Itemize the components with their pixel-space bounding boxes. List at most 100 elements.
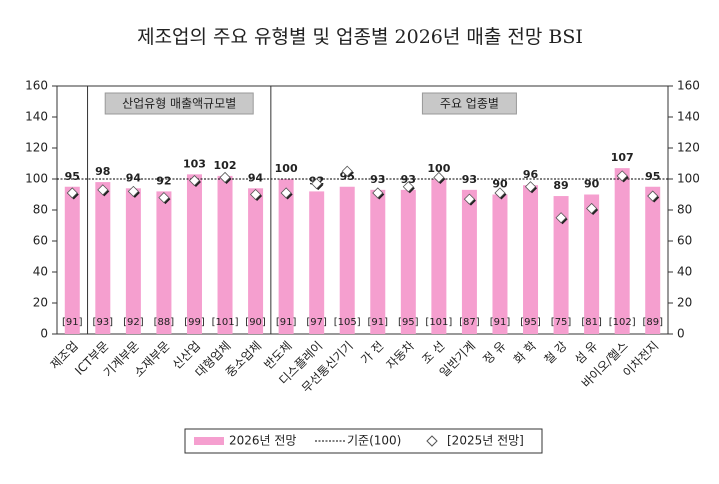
- bar: [614, 168, 630, 334]
- y-tick-label: 140: [25, 110, 48, 124]
- bracket-label: [93]: [93, 317, 114, 328]
- bar-value-label: 93: [401, 173, 416, 186]
- diamond-marker: [494, 187, 506, 199]
- bar-value-label: 92: [156, 174, 171, 187]
- bar: [125, 188, 141, 334]
- diamond-marker: [158, 192, 170, 204]
- diamond-marker: [66, 187, 78, 199]
- bracket-label: [102]: [609, 317, 636, 328]
- diamond-marker: [616, 170, 628, 182]
- group-label-box: [104, 92, 254, 115]
- diamond-marker: [97, 184, 109, 196]
- bar: [64, 186, 80, 334]
- legend-box: [184, 428, 543, 454]
- diamond-marker: [219, 171, 231, 184]
- legend-label: [2025년 전망]: [447, 434, 524, 448]
- group-label-box: [421, 92, 517, 115]
- y-tick-label: 40: [33, 265, 48, 279]
- diamond-marker: [250, 188, 262, 201]
- bracket-label: [95]: [520, 317, 541, 328]
- diamond-marker: [311, 178, 323, 190]
- chart-title: 제조업의 주요 유형별 및 업종별 2026년 매출 전망 BSI: [137, 26, 583, 48]
- x-tick-label: 정 유: [480, 339, 508, 367]
- bar: [645, 186, 661, 334]
- bar-value-label: 93: [462, 173, 477, 186]
- bar: [492, 194, 508, 334]
- diamond-marker: [524, 181, 537, 193]
- bracket-label: [101]: [212, 317, 239, 328]
- y-tick-label: 160: [25, 79, 48, 93]
- bar: [431, 179, 447, 334]
- x-tick-label: 가 전: [358, 339, 386, 367]
- diamond-marker: [280, 187, 292, 199]
- bar: [461, 189, 477, 334]
- diamond-marker: [647, 190, 659, 202]
- y2-tick-label: 0: [677, 327, 685, 341]
- bar-value-label: 102: [214, 159, 237, 172]
- legend-label: 기준(100): [347, 434, 401, 448]
- legend-diamond: [426, 435, 438, 447]
- y2-tick-label: 120: [677, 141, 700, 155]
- bracket-label: [105]: [334, 317, 361, 328]
- group-label: 산업유형 매출액규모별: [122, 97, 236, 111]
- bracket-label: [91]: [490, 317, 511, 328]
- bar-value-label: 103: [183, 157, 206, 170]
- diamond-marker: [127, 185, 139, 197]
- diamond-marker: [372, 187, 384, 199]
- bracket-label: [91]: [276, 317, 297, 328]
- bar-value-label: 100: [275, 162, 298, 175]
- bar: [278, 179, 294, 334]
- diamond-marker: [433, 171, 445, 184]
- diamond-marker: [463, 193, 475, 205]
- bar: [186, 174, 202, 334]
- bar: [156, 191, 172, 334]
- bracket-label: [91]: [368, 317, 389, 328]
- y-tick-label: 120: [25, 141, 48, 155]
- x-tick-label: 자동차: [384, 339, 417, 372]
- bar-value-label: 93: [370, 173, 385, 186]
- bar: [95, 182, 111, 334]
- group-label: 주요 업종별: [440, 97, 499, 111]
- bracket-label: [92]: [123, 317, 144, 328]
- y-tick-label: 80: [33, 203, 48, 217]
- bar-value-label: 94: [126, 171, 142, 184]
- bracket-label: [87]: [459, 317, 480, 328]
- diamond-marker: [555, 212, 567, 224]
- bar: [309, 191, 325, 334]
- bar: [248, 188, 264, 334]
- y-tick-label: 100: [25, 172, 48, 186]
- y2-tick-label: 160: [677, 79, 700, 93]
- plot-frame: [56, 85, 669, 335]
- bar-value-label: 89: [553, 179, 568, 192]
- bar: [553, 196, 569, 334]
- y2-tick-label: 40: [677, 265, 692, 279]
- y-tick-label: 60: [33, 234, 48, 248]
- bracket-label: [91]: [62, 317, 83, 328]
- diamond-marker: [341, 165, 353, 177]
- y2-tick-label: 20: [677, 296, 692, 310]
- y2-tick-label: 80: [677, 203, 692, 217]
- y2-tick-label: 100: [677, 172, 700, 186]
- diamond-marker: [402, 181, 414, 193]
- legend-label: 2026년 전망: [229, 434, 296, 448]
- bar: [217, 175, 233, 334]
- bracket-label: [99]: [184, 317, 205, 328]
- bar-value-label: 96: [523, 168, 539, 181]
- bracket-label: [88]: [154, 317, 175, 328]
- bracket-label: [97]: [306, 317, 327, 328]
- y-tick-label: 0: [40, 327, 48, 341]
- bar-value-label: 95: [645, 170, 660, 183]
- x-tick-label: 철 강: [541, 339, 569, 367]
- bracket-label: [95]: [398, 317, 419, 328]
- y2-tick-label: 60: [677, 234, 692, 248]
- bar: [523, 185, 539, 334]
- bar-value-label: 100: [427, 162, 450, 175]
- bar-value-label: 90: [584, 178, 600, 191]
- bar: [584, 194, 600, 334]
- diamond-marker: [188, 174, 201, 187]
- bar-value-label: 90: [492, 178, 508, 191]
- bar-value-label: 107: [611, 151, 634, 164]
- bar: [370, 189, 386, 334]
- bracket-label: [81]: [581, 317, 602, 328]
